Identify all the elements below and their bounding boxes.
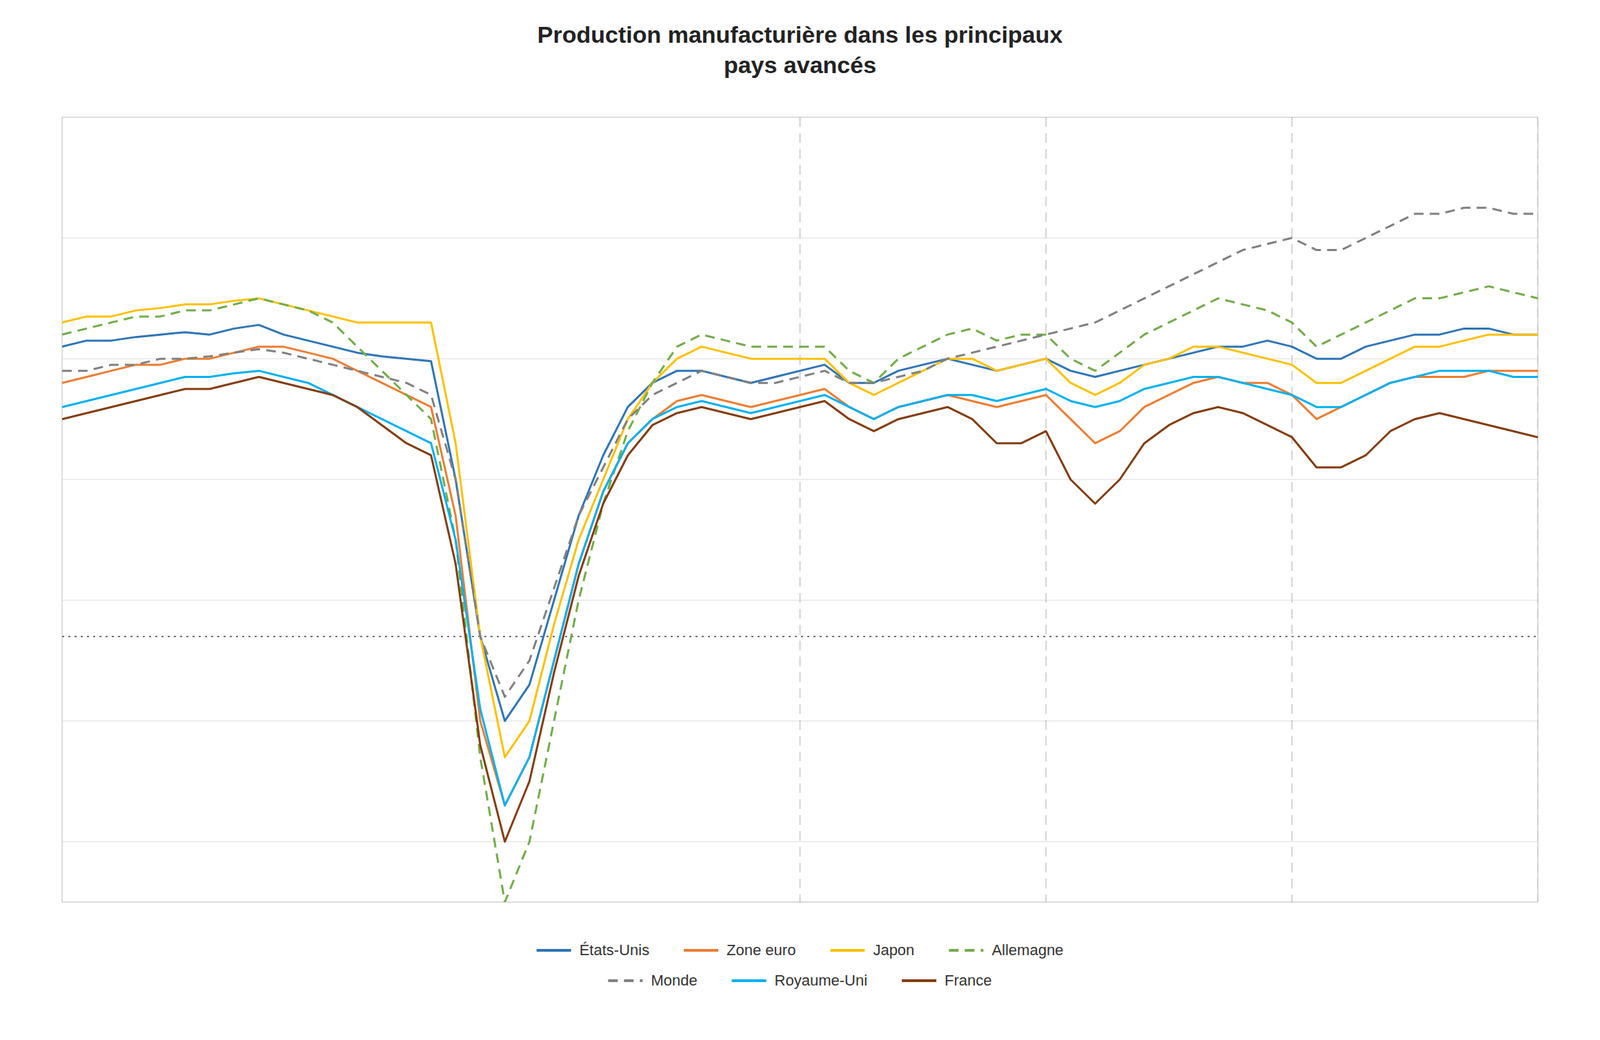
legend-swatch — [830, 949, 865, 953]
legend-label: France — [944, 972, 992, 990]
series-line — [62, 324, 1538, 722]
vertical-reference-line — [1291, 117, 1293, 903]
vertical-reference-line — [1045, 117, 1046, 903]
series-line — [62, 371, 1538, 806]
legend-label: Zone euro — [726, 941, 796, 960]
title: Production manufacturière dans les princ… — [537, 21, 1063, 78]
grid-line — [62, 479, 1538, 481]
legend-swatch — [536, 949, 572, 953]
legend-item: Zone euro — [683, 941, 796, 960]
legend-label: États-Unis — [579, 941, 650, 960]
series-line — [62, 376, 1538, 842]
legend-swatch — [732, 979, 767, 983]
legend-swatch — [683, 949, 719, 953]
grid-line — [62, 841, 1538, 843]
vertical-reference-line — [1537, 117, 1538, 903]
legend-label: Royaume-Uni — [774, 972, 868, 990]
legend-item: États-Unis — [536, 941, 650, 960]
legend-item: Japon — [830, 941, 915, 960]
plot-area — [62, 117, 1538, 903]
legend-swatch — [901, 979, 937, 983]
series-line — [62, 286, 1538, 903]
legend-item: Royaume-Uni — [732, 972, 868, 990]
legend-item: France — [901, 972, 992, 990]
chart: Production manufacturière dans les princ… — [0, 0, 1600, 1040]
legend-swatch — [948, 949, 984, 953]
legend-swatch — [607, 979, 643, 983]
horizontal-reference-line — [62, 636, 1538, 638]
legend: États-Unis Zone euro Japon Allemagne Monde Ro… — [536, 941, 1064, 990]
series-line — [62, 298, 1538, 758]
series-line — [62, 207, 1538, 697]
legend-label: Japon — [872, 941, 915, 960]
legend-item: Monde — [607, 972, 697, 990]
legend-item: Allemagne — [948, 941, 1064, 960]
series-line — [62, 347, 1538, 806]
legend-label: Monde — [650, 972, 697, 990]
legend-label: Allemagne — [991, 941, 1064, 960]
vertical-reference-line — [799, 117, 801, 903]
plot-frame — [62, 117, 1538, 903]
